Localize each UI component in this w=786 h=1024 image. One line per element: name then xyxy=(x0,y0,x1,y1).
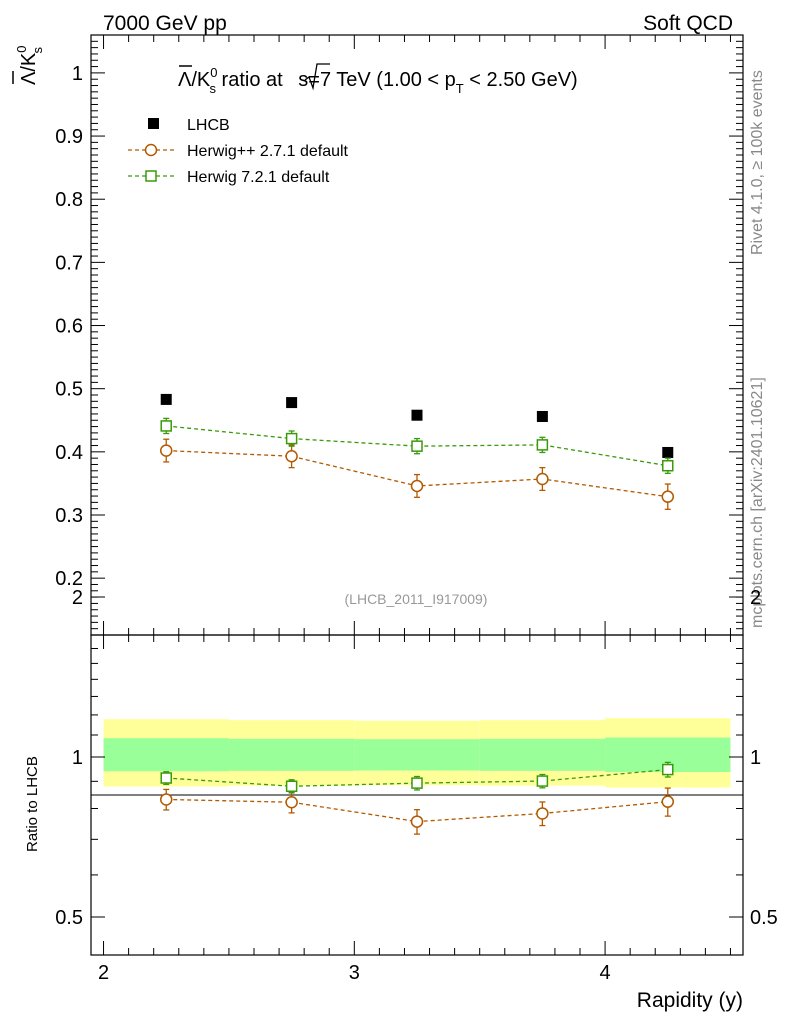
ratio-band-1sigma xyxy=(479,738,606,771)
ratio-y-tick-label-right: 0.5 xyxy=(750,907,778,929)
main-herwig7-point xyxy=(285,432,298,445)
ylabel-slash-k: /K xyxy=(18,52,40,72)
main-y-tick-label: 0.5 xyxy=(55,379,83,401)
main-y-tick-label: 0.8 xyxy=(55,189,83,211)
ratio-herwig7-point xyxy=(411,777,423,789)
main-lhcb-point xyxy=(411,409,423,421)
ratio-herwigpp-point xyxy=(661,795,675,808)
main-herwigpp-point xyxy=(661,490,675,503)
legend-herwigpp-label: Herwig++ 2.7.1 default xyxy=(187,143,349,160)
rivet-version-label: Rivet 4.1.0, ≥ 100k events xyxy=(749,70,766,255)
ratio-axis-ticks: 0.5 0.5 1 1 2 2 2 3 4 xyxy=(55,587,778,984)
ratio-herwig7-point xyxy=(285,780,298,792)
ratio-band-1sigma xyxy=(228,738,355,771)
legend: LHCB Herwig++ 2.7.1 default Herwig 7.2.1… xyxy=(128,117,349,186)
ratio-y-tick-label-right: 2 xyxy=(750,587,761,609)
legend-herwigpp-marker xyxy=(144,143,158,157)
ratio-herwigpp-point xyxy=(159,793,173,806)
ratio-herwig7-point xyxy=(536,775,549,787)
title-energy-range: =7 TeV (1.00 < p xyxy=(308,69,456,91)
ratio-panel-frame xyxy=(90,634,744,956)
ratio-herwig7-point xyxy=(160,772,172,784)
main-y-tick-label: 1 xyxy=(72,63,83,85)
main-y-tick-label: 0.3 xyxy=(55,505,83,527)
title-slash-k: /K xyxy=(191,69,211,91)
main-lhcb-point xyxy=(286,397,298,409)
ratio-band-1sigma xyxy=(103,738,229,772)
main-y-tick-label: 0.6 xyxy=(55,316,83,338)
x-tick-label: 3 xyxy=(349,962,360,984)
ylabel-sup: 0 xyxy=(14,46,29,53)
ratio-uncertainty-bands xyxy=(103,718,731,788)
main-herwigpp-point xyxy=(410,479,424,493)
main-lhcb-point xyxy=(536,410,548,422)
x-tick-label: 2 xyxy=(98,962,109,984)
main-lhcb-point xyxy=(160,393,172,405)
title-k-sup: 0 xyxy=(210,65,217,80)
main-plot-title: Λ/K0 s ratio at s=7 TeV (1.00 < pT < 2.50… xyxy=(178,65,578,96)
title-sqrt-symbol xyxy=(304,63,330,91)
main-data-marks xyxy=(159,393,675,510)
legend-lhcb-label: LHCB xyxy=(187,117,230,134)
ylabel-sub: s xyxy=(30,47,45,54)
main-y-tick-label: 0.4 xyxy=(55,442,83,464)
main-herwig7-point xyxy=(160,420,172,432)
main-herwig7-point xyxy=(411,440,423,452)
x-tick-label: 4 xyxy=(600,962,611,984)
mcplots-source-label: mcplots.cern.ch [arXiv:2401.10621] xyxy=(749,377,766,628)
legend-lhcb-marker xyxy=(148,118,159,129)
analysis-id-watermark: (LHCB_2011_I917009) xyxy=(345,591,488,607)
ratio-y-tick-label: 2 xyxy=(72,587,83,609)
x-axis-label: Rapidity (y) xyxy=(637,989,743,1012)
title-lambda: Λ xyxy=(178,69,192,91)
title-k-sub: s xyxy=(210,81,217,96)
ylabel-lambda: Λ xyxy=(18,71,40,85)
ratio-herwigpp-point xyxy=(536,807,549,820)
ratio-band-1sigma xyxy=(354,739,480,771)
header-right-label: Soft QCD xyxy=(643,12,733,35)
ratio-y-tick-label: 0.5 xyxy=(55,907,83,929)
ratio-y-tick-label-right: 1 xyxy=(750,747,761,769)
main-herwig7-line xyxy=(166,425,668,467)
main-herwigpp-point xyxy=(159,444,173,457)
main-y-tick-label: 0.7 xyxy=(55,252,83,274)
title-ratio-at: ratio at xyxy=(216,69,288,91)
ratio-herwig7-point xyxy=(662,763,674,776)
main-y-tick-label: 0.2 xyxy=(55,568,83,590)
main-axis-ticks: 0.2 0.3 0.4 0.5 0.6 0.7 0.8 0.9 1 xyxy=(55,35,743,635)
ratio-data-marks xyxy=(159,761,675,835)
title-pt-sub: T xyxy=(456,81,464,96)
main-y-axis-label: Λ/K0s xyxy=(14,46,45,86)
title-sqrt-s: s xyxy=(298,69,308,91)
ratio-y-axis-label: Ratio to LHCB xyxy=(24,756,41,852)
main-herwig7-point xyxy=(536,439,549,451)
legend-herwig7-marker xyxy=(145,170,157,182)
main-y-tick-label: 0.9 xyxy=(55,126,83,148)
title-tail: < 2.50 GeV) xyxy=(464,69,578,91)
main-lhcb-point xyxy=(662,446,674,458)
ratio-herwigpp-point xyxy=(285,795,298,809)
ratio-y-tick-label: 1 xyxy=(72,747,83,769)
header-left-label: 7000 GeV pp xyxy=(103,12,227,35)
legend-herwig7-label: Herwig 7.2.1 default xyxy=(187,169,330,186)
ratio-herwigpp-point xyxy=(410,815,424,828)
main-herwigpp-point xyxy=(536,472,549,486)
main-herwig7-point xyxy=(662,459,674,472)
main-herwigpp-point xyxy=(285,450,298,463)
